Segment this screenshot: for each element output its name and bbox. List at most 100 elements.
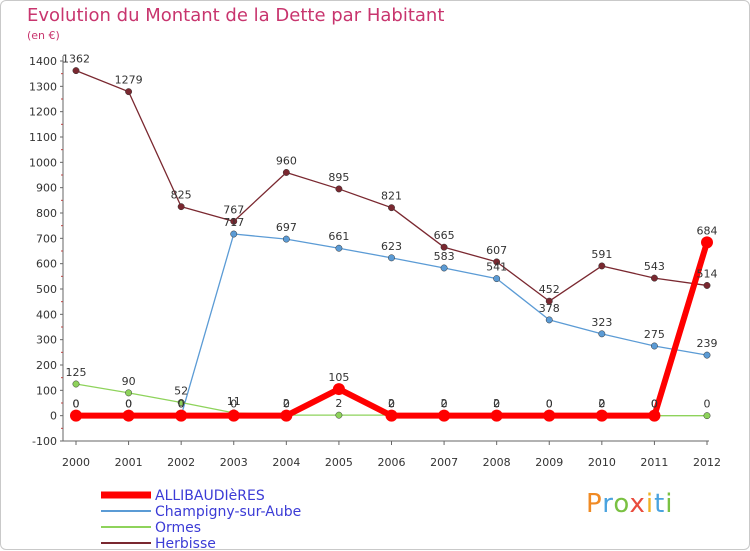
data-label: 1279: [115, 74, 143, 87]
data-point: [332, 383, 345, 396]
data-label: 514: [697, 267, 718, 280]
data-point: [230, 217, 238, 225]
data-label: 11: [227, 395, 241, 408]
data-point: [385, 409, 398, 422]
data-point: [70, 409, 82, 422]
data-label: 0: [125, 398, 132, 411]
data-label: 0: [546, 398, 553, 411]
data-point: [227, 409, 240, 422]
legend-label: Herbisse: [155, 536, 216, 551]
y-tick-label: 100: [36, 384, 57, 397]
data-point: [703, 351, 711, 359]
data-label: 0: [283, 398, 290, 411]
data-label: 378: [539, 302, 560, 315]
data-label: 0: [230, 398, 237, 411]
data-point: [125, 88, 133, 96]
data-point: [122, 409, 135, 422]
chart-subtitle: (en €): [27, 29, 60, 42]
y-tick-label: 1300: [29, 80, 57, 93]
data-label: 0: [441, 398, 448, 411]
data-point: [493, 258, 501, 266]
x-tick-label: 2006: [378, 456, 406, 469]
data-label: 452: [539, 283, 560, 296]
data-point: [493, 275, 501, 283]
y-tick-label: 1400: [29, 55, 57, 68]
legend-label: Ormes: [155, 520, 201, 536]
data-label: 607: [486, 244, 507, 257]
y-tick-label: 900: [36, 182, 57, 195]
data-label: 90: [122, 375, 136, 388]
data-point: [440, 243, 448, 251]
data-point: [543, 409, 556, 422]
data-point: [545, 316, 553, 324]
data-label: 0: [73, 398, 80, 411]
data-label: 697: [276, 221, 297, 234]
data-point: [388, 204, 395, 212]
data-label: 2: [335, 397, 342, 410]
data-point: [703, 282, 711, 289]
x-tick-label: 2002: [167, 456, 195, 469]
y-tick-label: 200: [36, 359, 57, 372]
data-point: [177, 203, 185, 211]
x-tick-label: 2012: [693, 456, 721, 469]
data-point: [703, 412, 711, 420]
data-point: [230, 230, 238, 238]
data-point: [175, 409, 188, 422]
series-line: [75, 70, 708, 302]
data-point: [701, 236, 713, 249]
data-label: 0: [388, 398, 395, 411]
y-tick-label: 800: [36, 207, 57, 220]
data-label: 2: [441, 397, 448, 410]
x-tick-label: 2000: [62, 456, 90, 469]
data-point: [648, 409, 661, 422]
data-point: [335, 185, 343, 193]
data-point: [438, 409, 451, 422]
data-label: 275: [644, 328, 665, 341]
legend-label: Champigny-sur-Aube: [155, 504, 301, 520]
x-tick-label: 2003: [220, 456, 248, 469]
data-label: 0: [598, 398, 605, 411]
data-point: [335, 411, 343, 419]
data-point: [595, 409, 608, 422]
data-label: 239: [697, 337, 718, 350]
data-point: [72, 67, 80, 75]
data-label: 767: [223, 203, 244, 216]
data-point: [282, 235, 290, 243]
y-tick-label: 400: [36, 308, 57, 321]
data-label: 825: [171, 189, 192, 202]
y-tick-label: 500: [36, 283, 57, 296]
data-label: 0: [178, 398, 185, 411]
y-tick-label: -100: [32, 435, 57, 448]
y-tick-label: 1100: [29, 131, 57, 144]
data-label: 0: [125, 398, 132, 411]
data-label: 717: [223, 216, 244, 229]
data-label: 591: [591, 248, 612, 261]
legend-label: ALLIBAUDIèRES: [155, 488, 265, 504]
data-label: 2: [388, 397, 395, 410]
data-label: 0: [651, 398, 658, 411]
x-tick-label: 2010: [588, 456, 616, 469]
y-tick-label: 1000: [29, 156, 57, 169]
x-tick-label: 2011: [640, 456, 668, 469]
x-tick-label: 2005: [325, 456, 353, 469]
x-tick-label: 2004: [272, 456, 300, 469]
x-tick-label: 2001: [115, 456, 143, 469]
data-label: 821: [381, 190, 402, 203]
data-label: 1362: [62, 53, 90, 66]
y-tick-label: 1200: [29, 106, 57, 119]
data-point: [545, 297, 553, 305]
chart-title: Evolution du Montant de la Dette par Hab…: [27, 5, 445, 26]
x-tick-label: 2009: [535, 456, 563, 469]
data-label: 623: [381, 240, 402, 253]
data-label: 960: [276, 154, 297, 167]
x-tick-label: 2008: [483, 456, 511, 469]
data-point: [650, 274, 658, 282]
data-label: 0: [73, 398, 80, 411]
data-point: [598, 330, 606, 338]
data-label: 895: [328, 171, 349, 184]
data-point: [650, 342, 658, 350]
data-label: 684: [697, 224, 718, 237]
data-label: 0: [651, 398, 658, 411]
data-point: [490, 409, 503, 422]
